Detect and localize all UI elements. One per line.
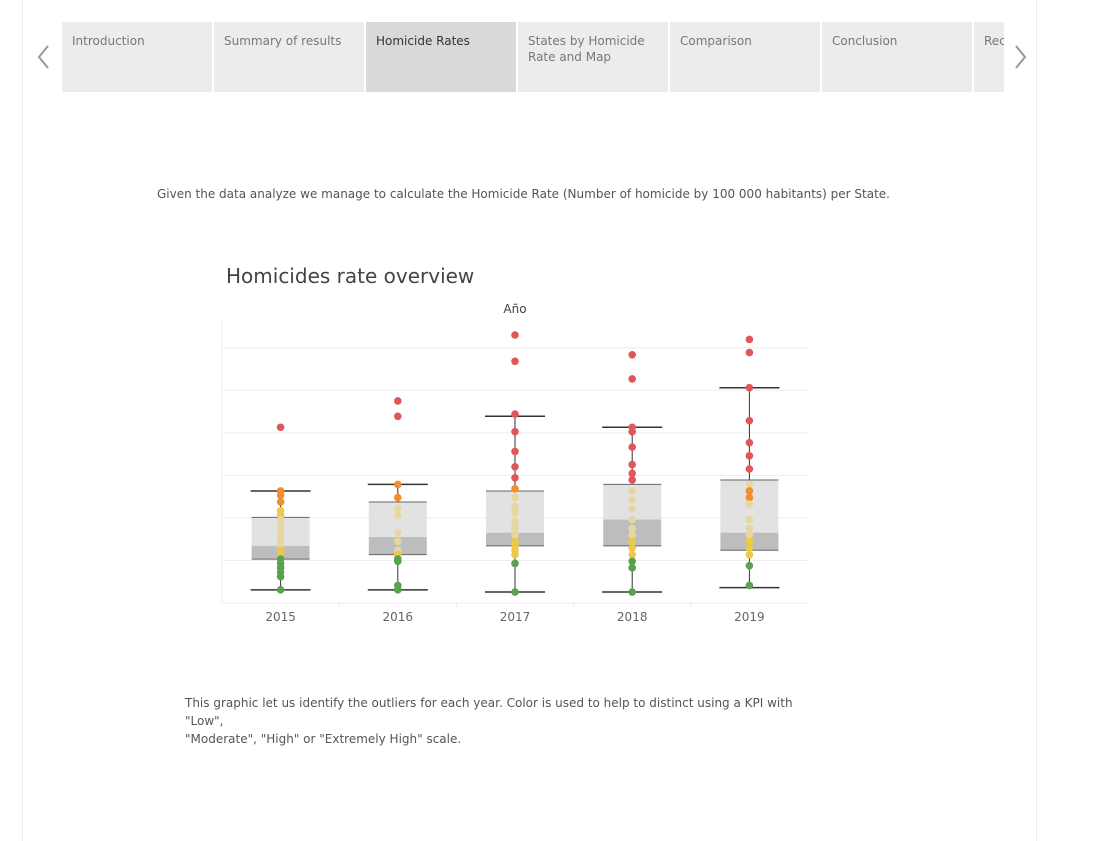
data-point-2018[interactable] [628, 564, 636, 572]
data-point-2018[interactable] [628, 443, 636, 451]
data-point-2017[interactable] [511, 493, 519, 502]
x-tick-label: 2015 [265, 610, 296, 624]
x-tick-label: 2018 [617, 610, 648, 624]
data-point-2018[interactable] [628, 350, 636, 359]
data-point-2019[interactable] [745, 487, 754, 495]
tab-comparison[interactable]: Comparison [670, 22, 820, 92]
data-point-2016[interactable] [394, 493, 402, 502]
data-point-2017[interactable] [511, 550, 519, 559]
x-tick-label: 2016 [383, 610, 414, 624]
data-point-2016[interactable] [394, 557, 402, 566]
tab-summary-of-results[interactable]: Summary of results [214, 22, 364, 92]
data-point-2019[interactable] [745, 416, 754, 425]
data-point-2019[interactable] [745, 581, 754, 590]
data-point-2016[interactable] [394, 397, 402, 405]
data-point-2019[interactable] [745, 383, 754, 392]
data-point-2016[interactable] [394, 537, 402, 546]
data-point-2018[interactable] [628, 495, 636, 504]
tab-states-by-homicide-rate[interactable]: States by Homicide Rate and Map [518, 22, 668, 92]
previous-tab-button[interactable] [34, 40, 54, 74]
data-point-2018[interactable] [628, 524, 636, 533]
data-point-2016[interactable] [394, 504, 402, 513]
data-point-2019[interactable] [745, 493, 754, 502]
data-point-2018[interactable] [628, 515, 636, 524]
data-point-2017[interactable] [511, 331, 519, 339]
box-lower-2016 [368, 537, 427, 555]
data-point-2018[interactable] [628, 557, 636, 566]
data-point-2016[interactable] [394, 528, 402, 537]
x-tick-label: 2019 [734, 610, 765, 624]
data-point-2017[interactable] [511, 357, 519, 366]
data-point-2017[interactable] [511, 473, 519, 482]
data-point-2017[interactable] [511, 531, 519, 539]
data-point-2015[interactable] [276, 498, 285, 506]
story-tab-bar: Introduction Summary of results Homicide… [62, 22, 1004, 92]
data-point-2017[interactable] [511, 517, 519, 526]
data-point-2017[interactable] [511, 463, 519, 471]
data-point-2019[interactable] [745, 438, 754, 447]
homicide-boxplot-chart: Año 2015 2016 2017 2018 2019 [221, 302, 808, 624]
data-point-2016[interactable] [394, 586, 402, 594]
data-point-2018[interactable] [628, 537, 636, 546]
tab-conclusion[interactable]: Conclusion [822, 22, 972, 92]
tab-homicide-rates[interactable]: Homicide Rates [366, 22, 516, 92]
data-point-2019[interactable] [745, 550, 754, 559]
data-point-2015[interactable] [276, 522, 285, 530]
data-point-2016[interactable] [394, 412, 402, 421]
data-point-2015[interactable] [276, 515, 285, 524]
dashboard-frame [22, 0, 1037, 841]
data-point-2017[interactable] [511, 427, 519, 436]
data-point-2018[interactable] [628, 427, 636, 436]
chart-footnote: This graphic let us identify the outlier… [185, 694, 825, 748]
data-point-2019[interactable] [745, 524, 754, 533]
x-axis-title: Año [503, 302, 526, 316]
footnote-line-2: "Moderate", "High" or "Extremely High" s… [185, 732, 462, 746]
data-point-2018[interactable] [628, 469, 636, 478]
data-point-2018[interactable] [628, 531, 636, 539]
tab-rec[interactable]: Rec [974, 22, 1004, 92]
data-point-2019[interactable] [745, 537, 754, 546]
data-point-2018[interactable] [628, 476, 636, 484]
data-point-2015[interactable] [276, 586, 285, 594]
data-point-2018[interactable] [628, 375, 636, 383]
data-point-2018[interactable] [628, 487, 636, 495]
next-tab-button[interactable] [1011, 40, 1031, 74]
data-point-2015[interactable] [276, 491, 285, 500]
data-point-2019[interactable] [745, 500, 754, 508]
intro-text: Given the data analyze we manage to calc… [157, 187, 890, 201]
data-point-2018[interactable] [628, 550, 636, 559]
data-point-2016[interactable] [394, 511, 402, 519]
data-point-2019[interactable] [745, 515, 754, 524]
data-point-2019[interactable] [745, 335, 754, 344]
data-point-2017[interactable] [511, 447, 519, 456]
data-point-2017[interactable] [511, 588, 519, 596]
data-point-2018[interactable] [628, 544, 636, 552]
data-point-2017[interactable] [511, 502, 519, 511]
data-point-2017[interactable] [511, 484, 519, 493]
data-point-2017[interactable] [511, 410, 519, 418]
data-point-2015[interactable] [276, 572, 285, 581]
data-point-2016[interactable] [394, 480, 402, 489]
tab-introduction[interactable]: Introduction [62, 22, 212, 92]
data-point-2019[interactable] [745, 465, 754, 473]
data-point-2019[interactable] [745, 452, 754, 460]
data-point-2017[interactable] [511, 524, 519, 533]
footnote-line-1: This graphic let us identify the outlier… [185, 696, 793, 728]
data-point-2019[interactable] [745, 544, 754, 552]
data-point-2017[interactable] [511, 559, 519, 568]
data-point-2017[interactable] [511, 509, 519, 517]
data-point-2019[interactable] [745, 480, 754, 489]
data-point-2018[interactable] [628, 588, 636, 596]
chevron-right-icon [1015, 45, 1027, 69]
data-point-2018[interactable] [628, 504, 636, 513]
data-point-2019[interactable] [745, 561, 754, 570]
data-point-2019[interactable] [745, 531, 754, 539]
chevron-left-icon [37, 45, 49, 69]
data-point-2019[interactable] [745, 348, 754, 357]
x-tick-label: 2017 [500, 610, 531, 624]
data-point-2015[interactable] [276, 423, 285, 432]
chart-title: Homicides rate overview [226, 264, 475, 288]
data-point-2018[interactable] [628, 460, 636, 469]
